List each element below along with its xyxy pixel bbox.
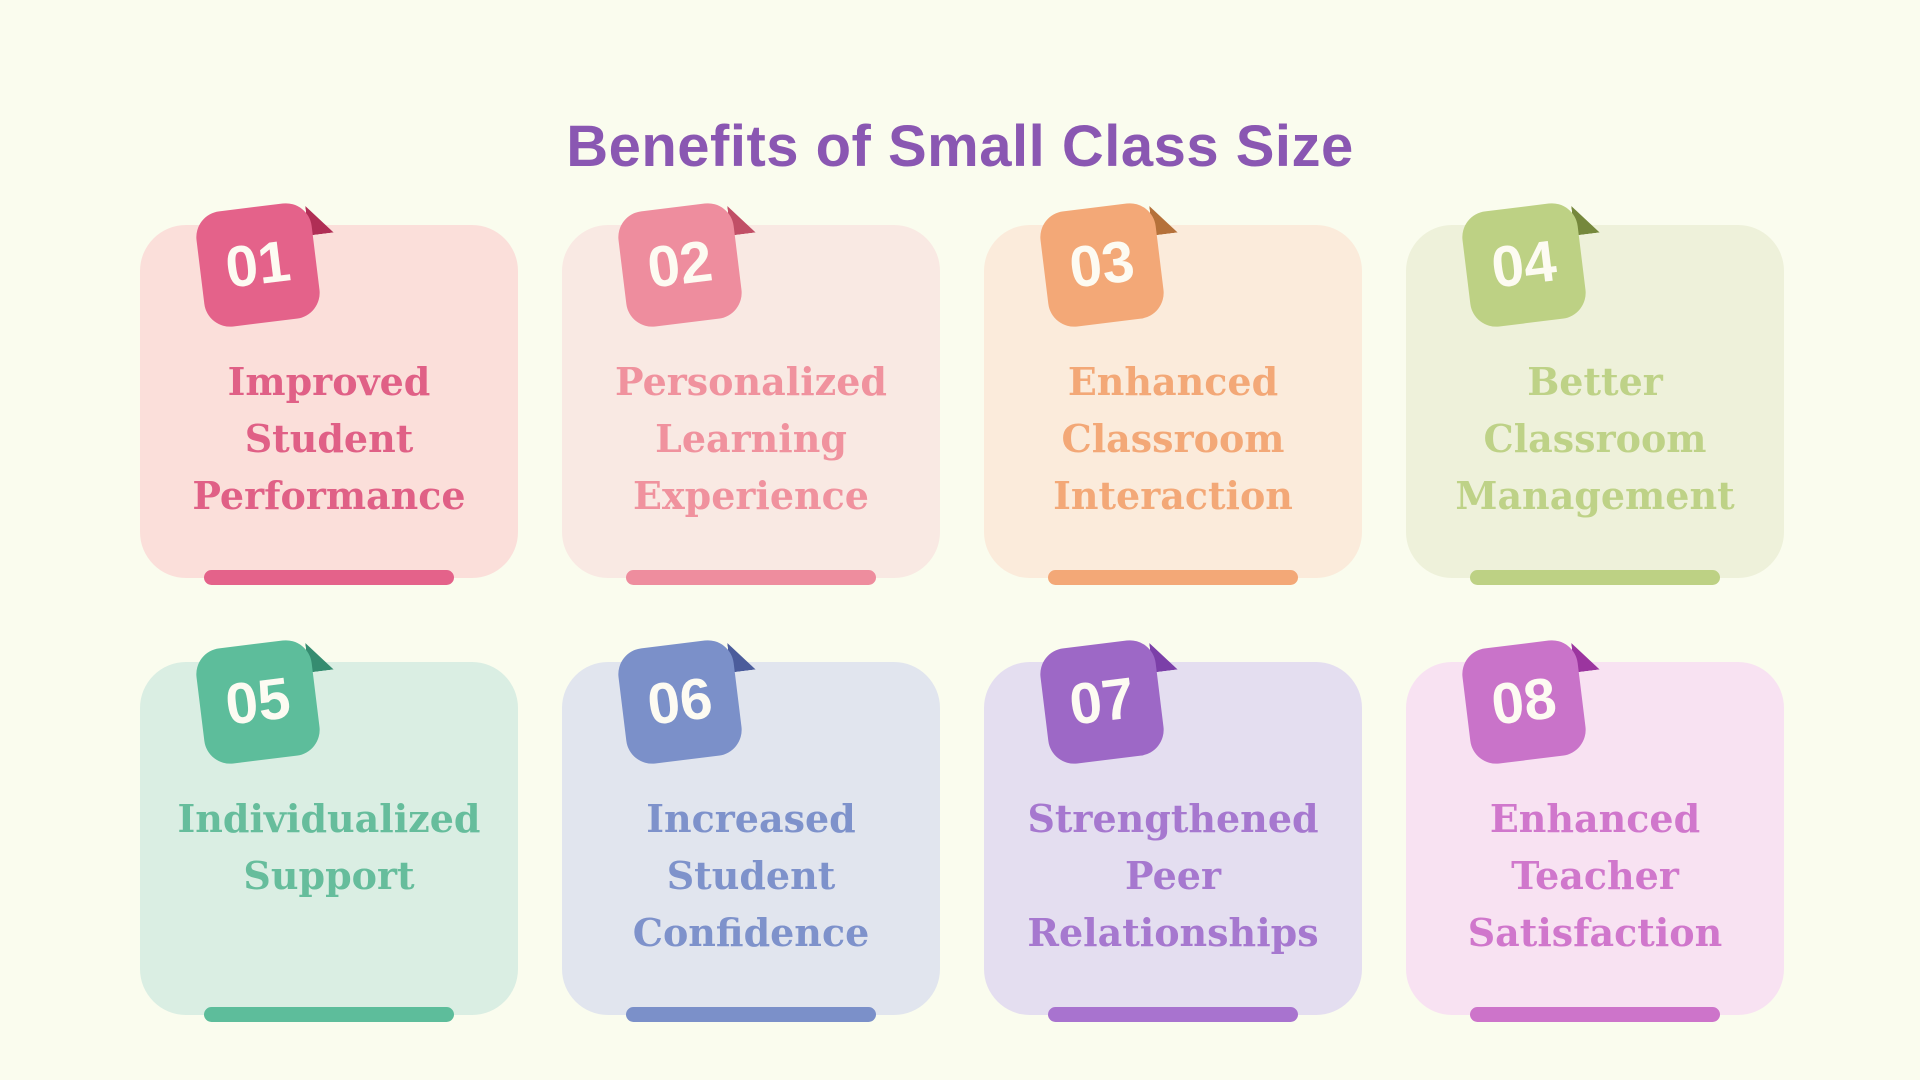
benefit-card: 06 Increased Student Confidence [562, 637, 940, 1022]
benefit-card: 01 Improved Student Performance [140, 200, 518, 585]
card-title-line: Enhanced [1489, 796, 1701, 841]
card-title-line: Personalized [615, 359, 887, 404]
number-badge: 07 [1037, 637, 1167, 767]
cards-grid: 01 Improved Student Performance 02 Persona… [140, 200, 1784, 1022]
card-title-line: Management [1455, 473, 1735, 518]
card-title-line: Confidence [632, 910, 870, 955]
benefit-card: 04 Better Classroom Management [1406, 200, 1784, 585]
card-title: Individualized Support [140, 790, 518, 904]
card-underline-bar [626, 1007, 876, 1022]
card-title-line: Performance [192, 473, 466, 518]
number-badge: 03 [1037, 200, 1167, 330]
card-title-line: Teacher [1511, 853, 1679, 898]
badge-box: 03 [1037, 200, 1167, 330]
page-title: Benefits of Small Class Size [566, 113, 1354, 179]
card-title-line: Better [1527, 359, 1663, 404]
number-badge: 04 [1459, 200, 1589, 330]
badge-box: 08 [1459, 637, 1589, 767]
benefit-card: 08 Enhanced Teacher Satisfaction [1406, 637, 1784, 1022]
number-badge: 08 [1459, 637, 1589, 767]
number-badge: 05 [193, 637, 323, 767]
card-title-line: Improved [227, 359, 431, 404]
card-title: Better Classroom Management [1406, 353, 1784, 524]
card-underline-bar [1048, 570, 1298, 585]
card-underline-bar [626, 570, 876, 585]
card-title-line: Support [243, 853, 415, 898]
badge-number: 01 [221, 228, 294, 301]
benefit-card: 03 Enhanced Classroom Interaction [984, 200, 1362, 585]
number-badge: 06 [615, 637, 745, 767]
card-underline-bar [204, 1007, 454, 1022]
card-title: Improved Student Performance [140, 353, 518, 524]
card-title-line: Individualized [177, 796, 481, 841]
card-title-line: Relationships [1027, 910, 1319, 955]
card-title-line: Student [244, 416, 414, 461]
badge-number: 05 [221, 665, 294, 738]
card-title-line: Student [666, 853, 836, 898]
card-underline-bar [1470, 570, 1720, 585]
badge-box: 02 [615, 200, 745, 330]
badge-box: 06 [615, 637, 745, 767]
card-title: Personalized Learning Experience [562, 353, 940, 524]
card-underline-bar [1470, 1007, 1720, 1022]
badge-number: 02 [643, 228, 716, 301]
card-title: Enhanced Teacher Satisfaction [1406, 790, 1784, 961]
card-title-line: Experience [633, 473, 869, 518]
badge-box: 05 [193, 637, 323, 767]
card-title-line: Enhanced [1067, 359, 1279, 404]
badge-box: 01 [193, 200, 323, 330]
number-badge: 02 [615, 200, 745, 330]
benefit-card: 05 Individualized Support [140, 637, 518, 1022]
card-title-line: Strengthened [1027, 796, 1319, 841]
card-title: Increased Student Confidence [562, 790, 940, 961]
benefit-card: 02 Personalized Learning Experience [562, 200, 940, 585]
card-title-line: Interaction [1053, 473, 1293, 518]
badge-number: 03 [1065, 228, 1138, 301]
badge-number: 08 [1487, 665, 1560, 738]
card-title: Enhanced Classroom Interaction [984, 353, 1362, 524]
badge-box: 04 [1459, 200, 1589, 330]
badge-box: 07 [1037, 637, 1167, 767]
card-underline-bar [204, 570, 454, 585]
card-title-line: Classroom [1061, 416, 1285, 461]
number-badge: 01 [193, 200, 323, 330]
badge-number: 04 [1487, 228, 1560, 301]
card-underline-bar [1048, 1007, 1298, 1022]
card-title-line: Peer [1125, 853, 1221, 898]
card-title-line: Satisfaction [1467, 910, 1723, 955]
badge-number: 06 [643, 665, 716, 738]
benefit-card: 07 Strengthened Peer Relationships [984, 637, 1362, 1022]
card-title-line: Learning [655, 416, 847, 461]
card-title-line: Increased [646, 796, 856, 841]
card-title-line: Classroom [1483, 416, 1707, 461]
card-title: Strengthened Peer Relationships [984, 790, 1362, 961]
badge-number: 07 [1065, 665, 1138, 738]
